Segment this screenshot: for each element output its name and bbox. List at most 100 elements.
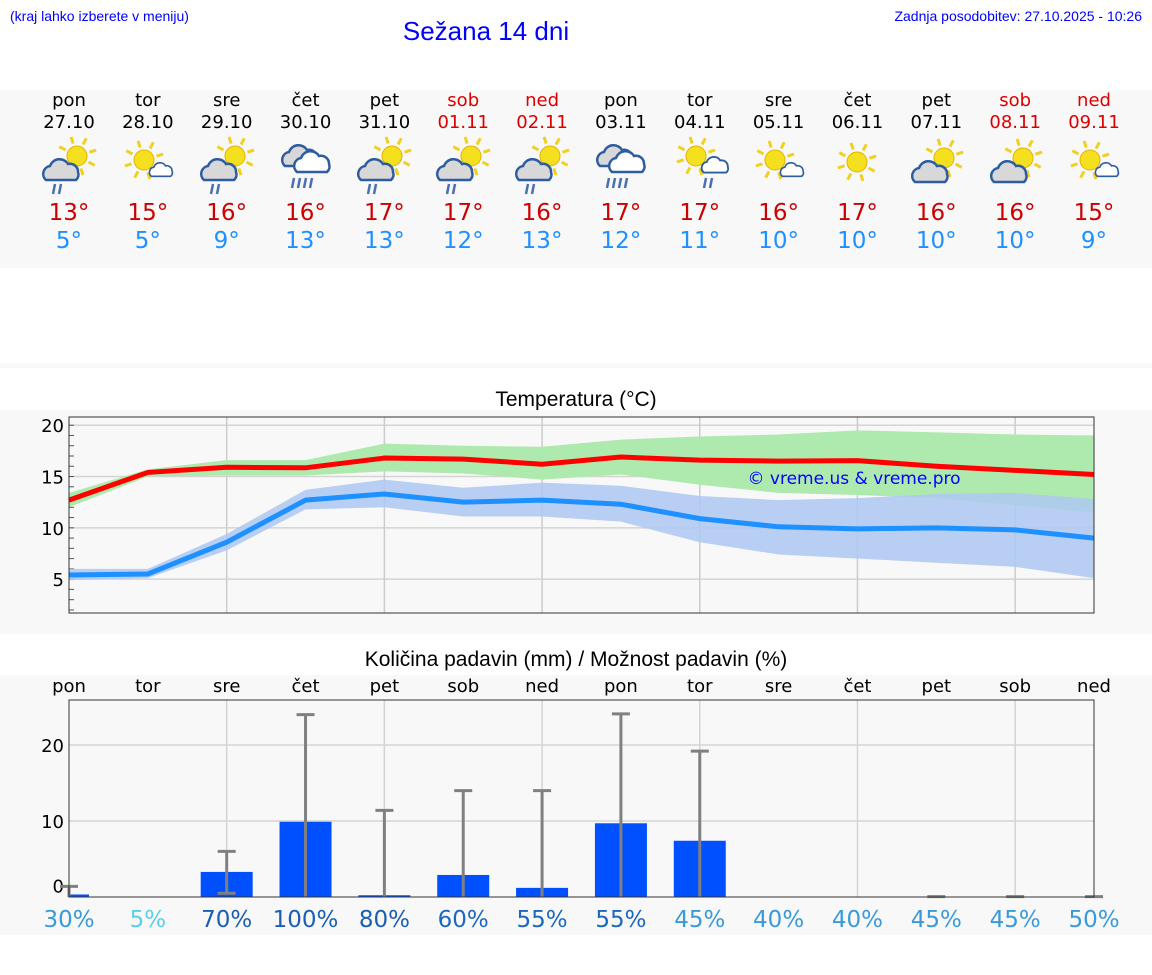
precipitation-probability: 30% bbox=[43, 907, 94, 933]
day-forecast: pet 31.10 17° 13° bbox=[345, 90, 423, 254]
min-temperature: 13° bbox=[363, 228, 405, 254]
day-date: 03.11 bbox=[595, 112, 647, 133]
day-forecast: sre 29.10 16° 9° bbox=[188, 90, 266, 254]
day-forecast: tor 04.11 17° 11° bbox=[661, 90, 739, 254]
precipitation-probability: 45% bbox=[674, 907, 725, 933]
min-temperature-line bbox=[68, 491, 1095, 578]
max-temperature: 16° bbox=[206, 200, 248, 226]
max-temperature: 16° bbox=[915, 200, 957, 226]
day-forecast: sob 08.11 16° 10° bbox=[976, 90, 1054, 254]
min-temperature: 10° bbox=[758, 228, 799, 254]
y-tick-label: 10 bbox=[41, 812, 64, 833]
max-temperature-band bbox=[69, 430, 1094, 513]
day-name: ned bbox=[1077, 90, 1111, 111]
day-forecast: ned 02.11 16° 13° bbox=[503, 90, 581, 254]
error-bar bbox=[690, 749, 709, 897]
max-temperature: 15° bbox=[127, 200, 169, 226]
day-forecast: čet 06.11 17° 10° bbox=[818, 90, 896, 254]
sun-cloud-icon bbox=[897, 134, 975, 200]
min-temperature: 10° bbox=[837, 228, 878, 254]
day-date: 04.11 bbox=[674, 112, 726, 133]
y-tick-label: 5 bbox=[53, 570, 64, 591]
precipitation-probability: 70% bbox=[201, 907, 252, 933]
precipitation-bar bbox=[69, 894, 89, 897]
sun-cloud-icon bbox=[976, 134, 1054, 200]
day-forecast: pet 07.11 16° 10° bbox=[897, 90, 975, 254]
day-name: tor bbox=[135, 90, 161, 111]
error-bar bbox=[454, 789, 473, 897]
watermark: © vreme.us & vreme.pro bbox=[747, 469, 960, 489]
day-label: sre bbox=[213, 676, 240, 697]
day-name: pon bbox=[603, 90, 638, 111]
day-date: 31.10 bbox=[358, 112, 411, 133]
sun-small-cloud-rain-icon bbox=[661, 134, 739, 200]
y-tick-label: 15 bbox=[41, 468, 64, 489]
min-temperature: 10° bbox=[994, 228, 1036, 254]
page-title: Sežana 14 dni bbox=[402, 16, 570, 46]
error-bar bbox=[217, 849, 236, 895]
day-name: tor bbox=[687, 90, 713, 111]
max-temperature: 13° bbox=[48, 200, 90, 226]
min-temperature: 11° bbox=[679, 228, 721, 254]
day-label: sre bbox=[765, 676, 792, 697]
day-date: 06.11 bbox=[831, 112, 884, 133]
error-bar bbox=[296, 713, 315, 897]
day-label: čet bbox=[292, 676, 320, 697]
y-tick-label: 20 bbox=[41, 736, 64, 757]
sun-small-cloud-icon bbox=[1055, 134, 1133, 200]
precipitation-probability: 5% bbox=[130, 907, 167, 933]
day-date: 29.10 bbox=[200, 112, 253, 133]
min-temperature: 13° bbox=[285, 228, 326, 254]
precipitation-probability: 45% bbox=[911, 907, 962, 933]
min-temperature: 12° bbox=[442, 228, 484, 254]
day-forecast: pon 03.11 17° 12° bbox=[582, 90, 660, 254]
day-date: 09.11 bbox=[1068, 112, 1120, 133]
error-bar bbox=[611, 712, 630, 897]
plot-frame bbox=[68, 416, 1095, 614]
sun-cloud-rain-icon bbox=[503, 134, 581, 200]
day-label: ned bbox=[525, 676, 559, 697]
error-bar bbox=[375, 808, 394, 897]
max-temperature: 16° bbox=[285, 200, 326, 226]
max-temperature: 17° bbox=[837, 200, 878, 226]
plot-area bbox=[69, 700, 1094, 897]
precipitation-probability: 80% bbox=[359, 907, 410, 933]
precipitation-probability: 45% bbox=[990, 907, 1041, 933]
day-label: sob bbox=[999, 676, 1031, 697]
day-name: pet bbox=[369, 90, 400, 111]
location-hint: (kraj lahko izberete v meniju) bbox=[10, 8, 189, 24]
day-name: sre bbox=[764, 90, 793, 111]
day-name: sob bbox=[447, 90, 480, 111]
min-temperature: 10° bbox=[915, 228, 957, 254]
daily-forecast-strip bbox=[0, 90, 1152, 268]
last-update: Zadnja posodobitev: 27.10.2025 - 10:26 bbox=[894, 8, 1142, 24]
day-date: 01.11 bbox=[437, 112, 489, 133]
cloud-heavy-rain-icon bbox=[582, 134, 660, 200]
day-date: 27.10 bbox=[43, 112, 95, 133]
sun-cloud-rain-icon bbox=[424, 134, 502, 200]
min-temperature: 5° bbox=[134, 228, 161, 254]
y-tick-label: 10 bbox=[41, 519, 64, 540]
sun-cloud-rain-icon bbox=[345, 134, 423, 200]
precipitation-probability: 60% bbox=[438, 907, 489, 933]
day-date: 28.10 bbox=[122, 112, 174, 133]
day-date: 08.11 bbox=[989, 112, 1041, 133]
day-name: sob bbox=[999, 90, 1032, 111]
day-label: pon bbox=[604, 676, 638, 697]
min-temperature: 5° bbox=[55, 228, 83, 254]
max-temperature: 15° bbox=[1073, 200, 1115, 226]
precipitation-probability: 50% bbox=[1068, 907, 1119, 933]
day-name: sre bbox=[212, 90, 241, 111]
day-label: sob bbox=[447, 676, 479, 697]
day-name: čet bbox=[291, 90, 320, 111]
temperature-chart-title: Temperatura (°C) bbox=[495, 388, 657, 411]
error-bar bbox=[533, 789, 552, 897]
max-temperature: 17° bbox=[679, 200, 721, 226]
min-temperature: 9° bbox=[213, 228, 240, 254]
min-temperature: 13° bbox=[521, 228, 563, 254]
plot-frame bbox=[68, 699, 1095, 898]
max-temperature: 17° bbox=[363, 200, 405, 226]
max-temperature: 17° bbox=[442, 200, 484, 226]
day-forecast: čet 30.10 16° 13° bbox=[267, 90, 345, 254]
max-temperature: 16° bbox=[994, 200, 1036, 226]
